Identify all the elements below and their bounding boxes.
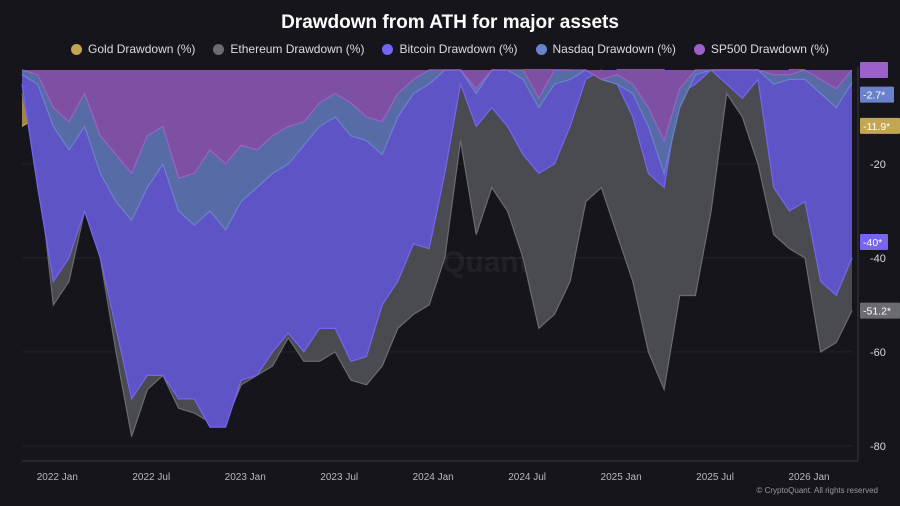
x-tick-label: 2023 Jul (320, 472, 358, 483)
last-value-tag-sp500 (860, 62, 888, 78)
legend-swatch-bitcoin (382, 43, 394, 55)
y-tick-label: -80 (870, 441, 886, 453)
legend-item-bitcoin[interactable]: Bitcoin Drawdown (%) (382, 42, 518, 56)
line-ethereum (21, 91, 853, 437)
legend-item-gold[interactable]: Gold Drawdown (%) (71, 42, 195, 56)
y-tick-label: -40 (870, 253, 886, 265)
legend-label-sp500: SP500 Drawdown (%) (710, 42, 829, 56)
x-tick-label: 2025 Jan (601, 472, 642, 483)
x-tick-label: 2024 Jul (508, 472, 546, 483)
line-bitcoin (21, 69, 853, 428)
last-value-tag-gold (860, 117, 900, 134)
x-tick-label: 2024 Jan (413, 472, 454, 483)
legend-label-gold: Gold Drawdown (%) (88, 42, 196, 56)
legend-swatch-sp500 (693, 43, 705, 55)
x-tick-label: 2023 Jan (225, 472, 266, 483)
x-tick-label: 2026 Jan (788, 472, 829, 483)
area-sp500 (22, 70, 852, 179)
last-value-tag-bitcoin (860, 233, 888, 250)
legend-swatch-gold (71, 43, 83, 55)
last-value-label-gold: -11.9* (863, 121, 890, 133)
last-value-label-nasdaq: -2.7* (863, 90, 885, 102)
last-value-tag-nasdaq (860, 86, 894, 103)
x-tick-label: 2022 Jan (37, 472, 78, 483)
y-tick-label: -60 (870, 347, 886, 359)
last-value-tag-ethereum (860, 302, 900, 319)
legend-item-nasdaq[interactable]: Nasdaq Drawdown (%) (535, 42, 676, 56)
line-sp500 (21, 69, 853, 179)
copyright: © CryptoQuant. All rights reserved (756, 486, 879, 495)
y-tick-label: -20 (870, 159, 886, 171)
last-value-label-bitcoin: -40* (863, 237, 882, 249)
x-tick-label: 2022 Jul (132, 472, 170, 483)
legend-label-bitcoin: Bitcoin Drawdown (%) (399, 42, 518, 56)
last-value-label-ethereum: -51.2* (863, 306, 891, 318)
chart-title: Drawdown from ATH for major assets (281, 12, 619, 33)
legend-item-sp500[interactable]: SP500 Drawdown (%) (693, 42, 829, 56)
legend-swatch-ethereum (213, 43, 225, 55)
x-tick-label: 2025 Jul (696, 472, 734, 483)
legend: Gold Drawdown (%) Ethereum Drawdown (%) … (0, 42, 900, 56)
legend-label-ethereum: Ethereum Drawdown (%) (230, 42, 365, 56)
legend-item-ethereum[interactable]: Ethereum Drawdown (%) (213, 42, 364, 56)
legend-label-nasdaq: Nasdaq Drawdown (%) (552, 42, 676, 56)
legend-swatch-nasdaq (535, 43, 547, 55)
